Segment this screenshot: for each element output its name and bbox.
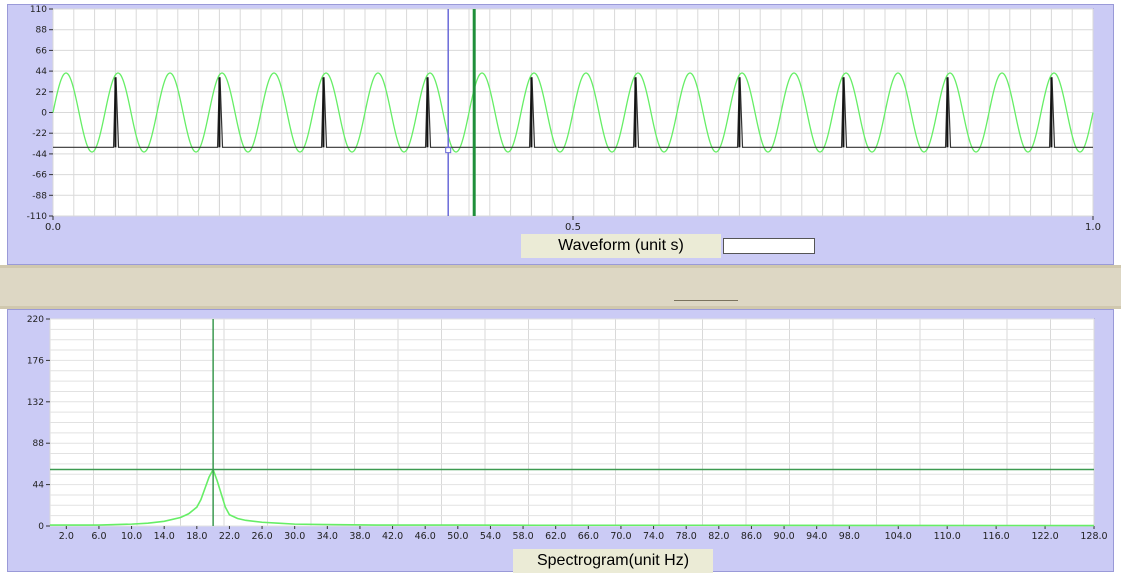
spectrogram-x-tick-label: 26.0 [251,531,272,542]
spectrogram-x-tick-label: 22.0 [219,531,240,542]
spectrogram-x-tick-label: 6.0 [91,531,106,542]
waveform-y-tick-label: 44 [36,67,48,77]
waveform-panel: 110 88 66 44 22 0 -22 -44 -66 -88 -110 0.0 0.5 1.0 Wa… [7,4,1114,265]
waveform-cursor-marker [445,147,452,154]
spectrogram-x-tick-label: 94.0 [806,531,827,542]
waveform-y-tick-label: 88 [36,26,48,36]
spectrogram-x-tick-label: 62.0 [545,531,566,542]
spectrogram-chart[interactable]: 220 176 132 88 44 0 2.0 6.0 10.0 14.0 18.0 22.0 26.0… [8,310,1115,573]
spectrogram-x-tick-label: 104.0 [885,531,912,542]
spectrogram-x-tick-label: 58.0 [512,531,533,542]
spectrogram-x-tick-label: 18.0 [186,531,207,542]
spectrogram-x-tick-label: 74.0 [643,531,664,542]
spectrogram-y-tick-label: 0 [38,522,44,532]
spectrogram-x-tick-label: 128.0 [1080,531,1107,542]
spectrogram-x-tick-label: 70.0 [610,531,631,542]
spectrogram-y-tick-label: 132 [27,398,44,408]
waveform-y-tick-label: -66 [32,171,47,181]
waveform-y-tick-label: 0 [41,109,47,119]
spectrogram-x-tick-label: 116.0 [983,531,1010,542]
waveform-y-tick-label: -44 [32,150,47,160]
waveform-y-tick-label: -88 [32,191,47,201]
spectrogram-x-tick-label: 122.0 [1031,531,1058,542]
spectrogram-x-tick-label: 110.0 [934,531,961,542]
spectrogram-x-tick-label: 46.0 [415,531,436,542]
spectrogram-x-tick-label: 10.0 [121,531,142,542]
spectrogram-y-tick-label: 176 [27,356,44,366]
spectrogram-x-tick-label: 50.0 [447,531,468,542]
spectrogram-series [50,467,1095,527]
waveform-scroll-box[interactable] [723,238,815,254]
waveform-x-tick-label: 0.0 [45,222,61,233]
splitter-grip[interactable] [674,300,738,301]
waveform-y-tick-label: 110 [30,5,47,15]
spectrogram-x-tick-label: 30.0 [284,531,305,542]
spectrogram-x-tick-label: 54.0 [480,531,501,542]
spectrogram-x-tick-label: 66.0 [578,531,599,542]
spectrogram-y-tick-label: 88 [33,439,45,449]
spectrogram-x-tick-label: 2.0 [59,531,74,542]
spectrogram-x-title: Spectrogram(unit Hz) [513,549,713,573]
spectrogram-x-tick-label: 98.0 [839,531,860,542]
spectrogram-x-tick-label: 78.0 [676,531,697,542]
waveform-y-tick-label: -110 [27,212,48,222]
spectrogram-x-tick-label: 90.0 [773,531,794,542]
waveform-y-tick-label: -22 [32,129,47,139]
waveform-x-tick-label: 1.0 [1085,222,1101,233]
waveform-y-tick-label: 22 [36,88,47,98]
waveform-y-tick-label: 66 [36,46,48,56]
spectrogram-x-tick-label: 14.0 [154,531,175,542]
spectrogram-y-tick-label: 44 [33,481,45,491]
spectrogram-x-tick-label: 42.0 [382,531,403,542]
spectrogram-y-tick-label: 220 [27,315,44,325]
waveform-x-tick-label: 0.5 [565,222,581,233]
spectrogram-panel: 220 176 132 88 44 0 2.0 6.0 10.0 14.0 18.0 22.0 26.0… [7,309,1115,573]
spectrogram-x-tick-label: 34.0 [317,531,338,542]
spectrogram-x-tick-label: 82.0 [708,531,729,542]
panel-splitter[interactable] [0,265,1121,309]
waveform-sine-series [52,72,1094,153]
spectrogram-x-tick-label: 86.0 [741,531,762,542]
spectrogram-x-tick-label: 38.0 [349,531,370,542]
waveform-x-title: Waveform (unit s) [521,234,721,258]
